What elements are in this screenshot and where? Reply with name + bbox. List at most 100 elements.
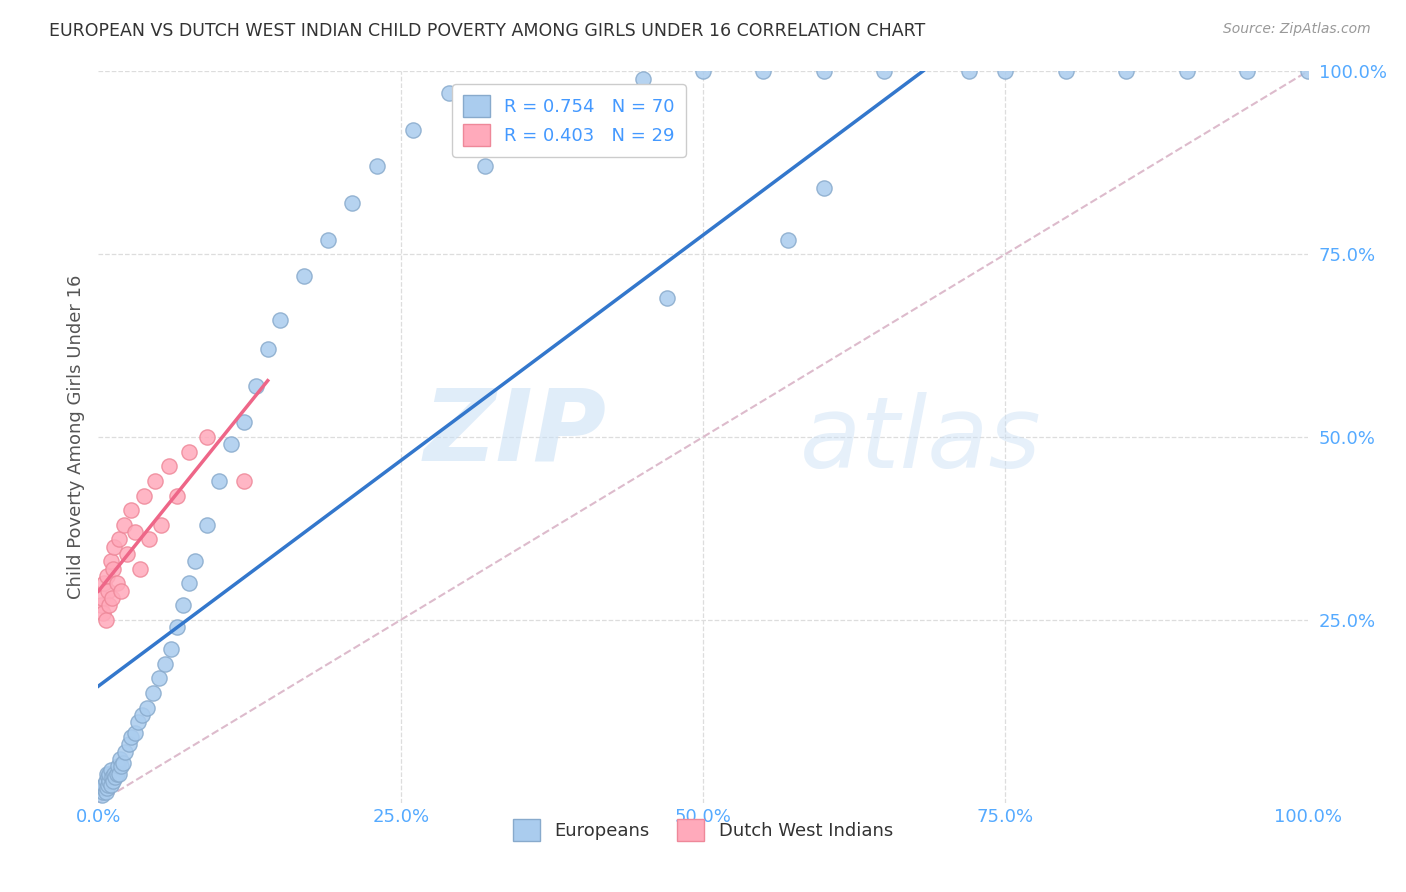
Point (96, 569, 118, 583)
Point (752, 64, 775, 78)
Point (110, 583, 132, 598)
Point (221, 437, 243, 451)
Point (96, 781, 118, 796)
Point (118, 737, 141, 751)
Point (108, 766, 131, 780)
Text: atlas: atlas (800, 392, 1042, 489)
Point (232, 416, 254, 430)
Point (97, 778, 120, 792)
Point (631, 71, 654, 86)
Point (100, 770, 122, 784)
Point (101, 562, 124, 576)
Point (98, 599, 121, 613)
Point (523, 115, 546, 129)
Point (256, 343, 278, 357)
Point (93, 781, 115, 796)
Point (402, 123, 425, 137)
Point (101, 773, 124, 788)
Point (100, 763, 122, 777)
Point (143, 474, 166, 488)
Point (179, 576, 201, 591)
Point (124, 726, 146, 740)
Point (112, 517, 135, 532)
Point (100, 778, 122, 792)
Point (166, 620, 188, 634)
Point (474, 160, 496, 174)
Point (98, 766, 121, 780)
Point (150, 517, 173, 532)
Point (195, 517, 218, 532)
Text: EUROPEAN VS DUTCH WEST INDIAN CHILD POVERTY AMONG GIRLS UNDER 16 CORRELATION CHA: EUROPEAN VS DUTCH WEST INDIAN CHILD POVE… (49, 22, 925, 40)
Point (91, 591, 114, 605)
Point (957, 64, 980, 78)
Point (97, 583, 120, 598)
Point (97, 770, 120, 784)
Point (692, 64, 714, 78)
Point (91, 789, 114, 803)
Point (153, 657, 176, 671)
Point (1296, 64, 1319, 78)
Point (100, 591, 122, 605)
Point (131, 708, 153, 723)
Point (994, 64, 1017, 78)
Point (437, 87, 460, 101)
Point (172, 599, 194, 613)
Point (208, 474, 231, 488)
Point (160, 642, 183, 657)
Point (105, 576, 128, 591)
Point (1054, 64, 1077, 78)
Point (90, 599, 112, 613)
Point (94, 773, 117, 788)
Point (94, 613, 117, 627)
Point (120, 730, 142, 744)
Point (1115, 64, 1137, 78)
Y-axis label: Child Poverty Among Girls Under 16: Child Poverty Among Girls Under 16 (66, 275, 84, 599)
Point (110, 759, 132, 773)
Point (655, 291, 678, 305)
Point (292, 269, 315, 284)
Point (166, 489, 188, 503)
Point (134, 489, 156, 503)
Point (776, 233, 799, 247)
Point (184, 554, 207, 568)
Point (571, 94, 593, 108)
Point (128, 562, 150, 576)
Point (245, 379, 267, 393)
Point (104, 770, 127, 784)
Point (1175, 64, 1198, 78)
Point (114, 745, 136, 759)
Point (120, 503, 142, 517)
Point (100, 554, 122, 568)
Point (93, 778, 115, 792)
Point (124, 525, 146, 540)
Text: Source: ZipAtlas.com: Source: ZipAtlas.com (1223, 22, 1371, 37)
Point (342, 196, 364, 211)
Text: ZIP: ZIP (423, 385, 606, 482)
Point (142, 686, 165, 700)
Point (813, 181, 835, 195)
Point (108, 752, 131, 766)
Point (103, 766, 125, 780)
Point (813, 64, 835, 78)
Point (108, 533, 131, 547)
Legend: Europeans, Dutch West Indians: Europeans, Dutch West Indians (506, 812, 900, 848)
Point (98, 773, 121, 788)
Point (91, 785, 114, 799)
Point (96, 766, 118, 780)
Point (179, 444, 201, 458)
Point (103, 540, 125, 554)
Point (111, 756, 134, 770)
Point (148, 672, 170, 686)
Point (117, 547, 139, 561)
Point (94, 785, 117, 799)
Point (105, 766, 128, 780)
Point (316, 233, 339, 247)
Point (91, 606, 114, 620)
Point (127, 715, 149, 730)
Point (157, 459, 180, 474)
Point (366, 160, 388, 174)
Point (135, 700, 157, 714)
Point (232, 474, 254, 488)
Point (1236, 64, 1258, 78)
Point (873, 64, 896, 78)
